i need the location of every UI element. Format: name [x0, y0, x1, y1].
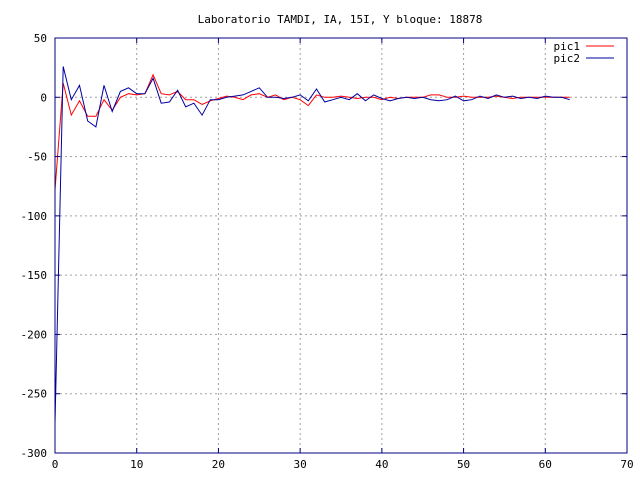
axis-ticks: 0 10 20 30 40 50 60 70 -300 -250 -200 -150 -100 -50 0 5…	[21, 32, 634, 471]
y-tick-label: -150	[21, 269, 48, 282]
x-tick-label: 50	[457, 458, 470, 471]
plot-frame	[54, 37, 628, 454]
y-tick-label: -300	[21, 447, 48, 460]
legend-label: pic2	[554, 52, 581, 65]
series-line-pic1	[54, 73, 570, 190]
y-tick-label: 0	[40, 91, 47, 104]
series-lines	[54, 66, 570, 424]
y-tick-label: -100	[21, 210, 48, 223]
legend-label: pic1	[554, 40, 581, 53]
y-tick-label: -200	[21, 328, 48, 341]
x-tick-label: 10	[130, 458, 143, 471]
x-tick-label: 70	[620, 458, 633, 471]
chart-title: Laboratorio TAMDI, IA, 15I, Y bloque: 18…	[198, 13, 483, 26]
y-tick-label: -50	[27, 151, 47, 164]
x-tick-label: 30	[294, 458, 307, 471]
x-tick-label: 40	[375, 458, 388, 471]
x-tick-label: 0	[52, 458, 59, 471]
y-tick-label: 50	[34, 32, 47, 45]
grid-lines	[55, 38, 627, 453]
series-line-pic2	[54, 66, 570, 424]
x-tick-label: 20	[212, 458, 225, 471]
x-tick-label: 60	[539, 458, 552, 471]
y-tick-label: -250	[21, 388, 48, 401]
